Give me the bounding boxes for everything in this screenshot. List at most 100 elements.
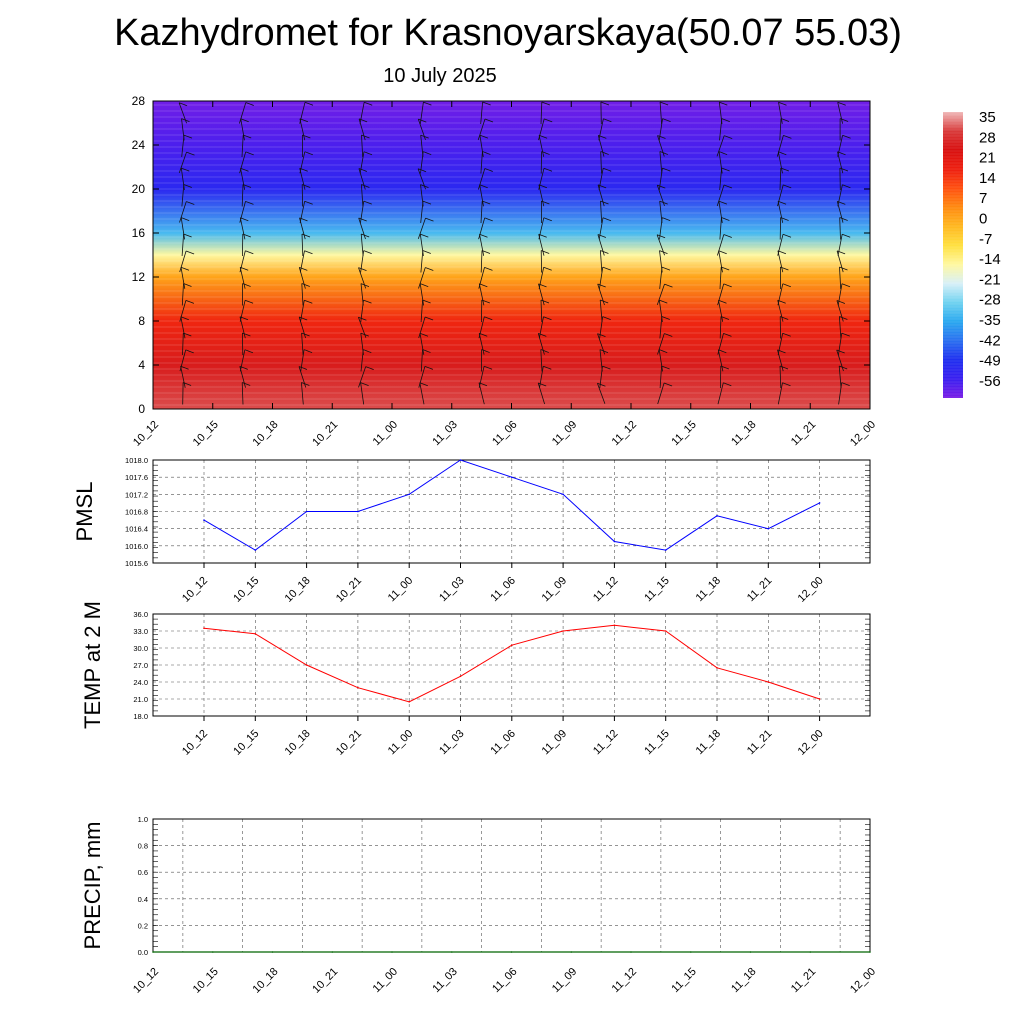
wind-barb-shaft — [538, 316, 544, 339]
wind-barb-flag — [185, 349, 194, 354]
wind-barb-flag — [358, 168, 368, 172]
wind-barb-shaft — [419, 333, 425, 355]
wind-barb-flag — [240, 266, 249, 271]
wind-barb-flag — [782, 283, 791, 288]
y-tick-label: 0.4 — [138, 895, 148, 904]
wind-barb-shaft — [837, 234, 843, 256]
wind-barb-flag — [363, 299, 372, 304]
chart-title: Kazhydromet for Krasnoyarskaya(50.07 55.… — [114, 12, 902, 54]
y-tick-label: 0.2 — [138, 921, 148, 930]
data-point — [408, 701, 411, 703]
wind-barb-flag — [423, 101, 432, 106]
wind-barb-flag — [782, 233, 792, 238]
wind-barb-flag — [299, 316, 308, 321]
colorbar-label: 28 — [979, 129, 996, 146]
x-tick-label: 11_15 — [642, 575, 672, 605]
x-tick-label: 11_21 — [745, 575, 775, 605]
wind-barb-shaft — [540, 299, 543, 323]
wind-barb-flag — [597, 184, 607, 189]
wind-barb-shaft — [360, 233, 364, 257]
wind-barb-shaft — [182, 332, 184, 356]
wind-barb-shaft — [298, 267, 306, 289]
y-tick-label: 21.0 — [133, 695, 148, 704]
data-point — [664, 630, 667, 632]
wind-barb-flag — [841, 283, 851, 288]
wind-barb-flag — [183, 233, 192, 238]
data-point — [357, 510, 359, 513]
wind-barb-flag — [718, 349, 727, 354]
x-tick-label: 11_18 — [729, 419, 759, 449]
wind-barb-shaft — [418, 316, 426, 339]
wind-barb-shaft — [181, 135, 185, 157]
chart-subtitle: 10 July 2025 — [383, 65, 497, 87]
wind-barb-flag — [659, 349, 668, 353]
wind-barb-flag — [420, 283, 429, 287]
x-tick-label: 10_21 — [334, 575, 364, 605]
wind-barb-shaft — [180, 316, 186, 339]
x-tick-label: 11_06 — [490, 419, 520, 449]
wind-barb-shaft — [301, 332, 304, 356]
wind-barb-flag — [239, 316, 249, 321]
wind-barb-shaft — [657, 333, 665, 355]
y-tick-label: 0.8 — [138, 842, 148, 851]
wind-barb-flag — [602, 365, 611, 370]
wind-barb-flag — [723, 234, 732, 238]
wind-barb-shaft — [838, 365, 842, 389]
wind-barb-flag — [724, 135, 733, 139]
x-tick-label: 12_00 — [796, 575, 826, 605]
wind-barb-shaft — [777, 201, 784, 223]
wind-barb-shaft — [657, 382, 665, 405]
wind-barb-flag — [363, 200, 372, 205]
x-tick-label: 10_15 — [191, 966, 221, 996]
data-point — [391, 951, 393, 953]
wind-barb-shaft — [836, 201, 844, 223]
x-tick-label: 11_06 — [488, 728, 518, 758]
data-point — [203, 627, 205, 629]
wind-barb-flag — [483, 365, 493, 370]
wind-barb-shaft — [538, 217, 545, 240]
wind-barb-flag — [659, 151, 669, 155]
wind-barb-flag — [302, 134, 311, 139]
wind-barb-flag — [659, 299, 668, 304]
wind-barb-flag — [720, 316, 730, 320]
wind-barb-flag — [358, 316, 367, 321]
y-tick-label: 18.0 — [133, 712, 148, 721]
wind-barb-flag — [599, 349, 609, 353]
x-tick-label: 12_00 — [848, 966, 878, 996]
x-tick-label: 11_03 — [430, 966, 460, 996]
wind-barb-flag — [245, 250, 254, 255]
wind-barb-flag — [540, 349, 549, 353]
x-tick-label: 11_15 — [669, 419, 699, 449]
x-tick-label: 11_18 — [694, 728, 724, 758]
wind-barb-shaft — [659, 101, 662, 125]
wind-barb-shaft — [417, 217, 426, 240]
data-point — [716, 667, 718, 669]
x-tick-label: 11_21 — [789, 966, 819, 996]
wind-barb-flag — [718, 200, 728, 205]
wind-barb-shaft — [719, 217, 722, 240]
wind-barb-shaft — [179, 201, 187, 223]
wind-barb-shaft — [659, 151, 663, 174]
wind-barb-flag — [777, 299, 786, 304]
wind-barb-flag — [543, 316, 552, 321]
precip-panel: 0.0 0.2 0.4 0.6 0.8 1.0 10_12 10_15 10_18 10_21 11… — [80, 815, 878, 996]
wind-barb-flag — [424, 316, 434, 321]
data-point — [869, 951, 871, 953]
wind-barb-flag — [484, 118, 494, 123]
wind-barb-flag — [181, 118, 190, 122]
wind-barb-flag — [422, 349, 431, 353]
wind-barb-flag — [543, 266, 552, 271]
wind-barb-flag — [541, 250, 550, 254]
y-tick-label: 0.6 — [138, 868, 148, 877]
wind-barb-flag — [183, 134, 193, 139]
wind-barb-flag — [597, 234, 607, 238]
wind-barb-flag — [657, 135, 666, 139]
wind-barb-flag — [540, 299, 550, 304]
wind-barb-shaft — [240, 168, 246, 190]
wind-barb-flag — [723, 382, 732, 387]
wind-barb-shaft — [537, 333, 545, 355]
data-point — [690, 951, 692, 953]
wind-barb-shaft — [178, 151, 187, 174]
wind-barb-flag — [180, 365, 189, 370]
wind-barb-shaft — [777, 382, 783, 405]
